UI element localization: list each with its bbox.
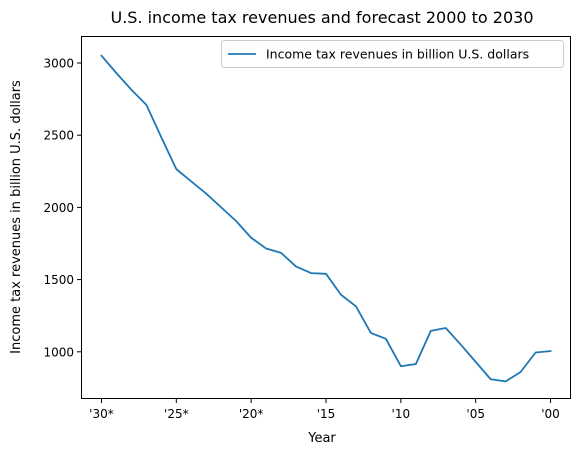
y-tick-label: 1000 bbox=[43, 345, 74, 359]
y-tick-label: 1500 bbox=[43, 273, 74, 287]
y-axis-title: Income tax revenues in billion U.S. doll… bbox=[9, 80, 24, 354]
chart-title: U.S. income tax revenues and forecast 20… bbox=[110, 8, 533, 27]
series-lines bbox=[100, 54, 552, 383]
x-tick-label: '00 bbox=[541, 407, 560, 421]
x-tick-label: '25* bbox=[164, 407, 189, 421]
y-tick-label: 2500 bbox=[43, 129, 74, 143]
x-tick-label: '10 bbox=[392, 407, 411, 421]
x-axis: '30* '25* '20* '15 '10 '05 '00 bbox=[89, 398, 560, 421]
x-tick-label: '15 bbox=[317, 407, 336, 421]
legend-box bbox=[221, 40, 564, 68]
legend: Income tax revenues in billion U.S. doll… bbox=[221, 40, 564, 68]
y-tick-label: 3000 bbox=[43, 56, 74, 70]
x-tick-label: '30* bbox=[89, 407, 114, 421]
x-tick-label: '20* bbox=[239, 407, 264, 421]
series-line bbox=[100, 54, 552, 383]
y-tick-label: 2000 bbox=[43, 201, 74, 215]
y-axis: 1000 1500 2000 2500 3000 bbox=[43, 56, 82, 359]
x-axis-title: Year bbox=[307, 431, 336, 446]
x-tick-label: '05 bbox=[466, 407, 485, 421]
legend-label: Income tax revenues in billion U.S. doll… bbox=[266, 47, 529, 62]
